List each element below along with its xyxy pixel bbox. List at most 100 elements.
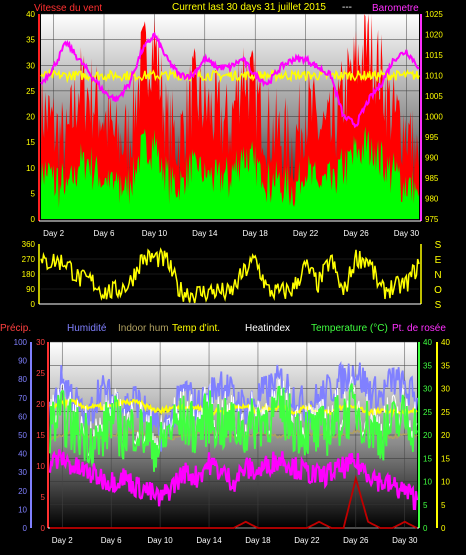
bottom-x-label: Day 18: [245, 536, 271, 545]
wind-direction-line: [40, 247, 420, 304]
mid-tick: 90: [26, 285, 35, 294]
top-dashes: ---: [342, 2, 352, 13]
bottom-x-label: Day 26: [343, 536, 369, 545]
bottom-precip-tick: 0: [41, 524, 46, 533]
bottom-precip-tick: 20: [36, 400, 45, 409]
bottom-precip-tick: 10: [36, 462, 45, 471]
legend-humidity: Humidité: [67, 323, 107, 334]
bottom-temp-tick: 25: [423, 408, 432, 417]
bottom-precip-tick: 30: [36, 338, 45, 347]
bottom-hum-tick: 10: [18, 505, 27, 514]
bottom-hum-tick: 40: [18, 450, 27, 459]
temperature-humidity-chart: 1009080706050403020100302520151050403530…: [0, 323, 450, 545]
bottom-hum-tick: 0: [23, 524, 28, 533]
bottom-temp-tick: 40: [423, 338, 432, 347]
bottom-temp-tick: 30: [423, 385, 432, 394]
bottom-hum-tick: 60: [18, 412, 27, 421]
top-x-label: Day 30: [394, 229, 420, 238]
bottom-temp-tick: 15: [423, 454, 432, 463]
top-left-tick: 15: [26, 138, 35, 147]
bottom-hum-tick: 20: [18, 487, 27, 496]
wind-gust-area: [41, 14, 419, 219]
bottom-temp-int-tick: 30: [441, 385, 450, 394]
legend-precip: Précip.: [0, 323, 31, 334]
mid-tick: 270: [22, 255, 36, 264]
bottom-temp-int-tick: 15: [441, 454, 450, 463]
bottom-x-label: Day 6: [101, 536, 122, 545]
top-left-tick: 20: [26, 113, 35, 122]
top-right-tick: 1015: [425, 51, 443, 60]
legend-dewpoint: Pt. de rosée: [392, 323, 446, 334]
barometer-ref-line: [40, 68, 420, 84]
top-right-tick: 985: [425, 174, 439, 183]
wind-avg-area: [41, 126, 419, 219]
top-x-label: Day 14: [192, 229, 218, 238]
top-right-tick: 1000: [425, 113, 443, 122]
bottom-temp-int-tick: 35: [441, 361, 450, 370]
bottom-temp-int-tick: 0: [441, 524, 446, 533]
mid-tick: 360: [22, 240, 36, 249]
legend-temp-int: Temp d'int.: [172, 323, 220, 334]
top-left-label: Vitesse du vent: [34, 3, 102, 14]
barometer-line: [40, 32, 420, 129]
top-right-tick: 1025: [425, 10, 443, 19]
compass-label: N: [434, 270, 441, 281]
mid-tick: 0: [31, 300, 36, 309]
compass-label: O: [434, 285, 442, 296]
bottom-precip-tick: 5: [41, 493, 46, 502]
top-right-tick: 975: [425, 215, 439, 224]
top-right-tick: 980: [425, 195, 439, 204]
bottom-temp-tick: 35: [423, 361, 432, 370]
bottom-hum-tick: 90: [18, 357, 27, 366]
bottom-hum-tick: 50: [18, 431, 27, 440]
bottom-precip-tick: 15: [36, 431, 45, 440]
top-left-tick: 40: [26, 10, 35, 19]
top-right-tick: 1010: [425, 72, 443, 81]
bottom-temp-tick: 10: [423, 478, 432, 487]
wind-barometer-chart: 40 35 30 25 20 15 10 5 0 1025 1020 1015 1010 1005 100…: [26, 2, 443, 238]
bottom-temp-int-tick: 40: [441, 338, 450, 347]
bottom-temp-tick: 20: [423, 431, 432, 440]
bottom-hum-tick: 100: [14, 338, 28, 347]
top-right-label: Barometre: [372, 3, 419, 14]
precip-line: [50, 474, 418, 529]
top-right-tick: 1020: [425, 31, 443, 40]
top-left-tick: 5: [31, 189, 36, 198]
bottom-x-label: Day 30: [392, 536, 418, 545]
legend-temperature: Temperature (°C): [311, 323, 388, 334]
bottom-x-label: Day 10: [147, 536, 173, 545]
dewpoint-line: [48, 449, 419, 510]
bottom-hum-tick: 70: [18, 394, 27, 403]
top-left-tick: 35: [26, 36, 35, 45]
bottom-x-label: Day 14: [196, 536, 222, 545]
top-x-label: Day 18: [243, 229, 269, 238]
top-left-tick: 30: [26, 61, 35, 70]
bottom-precip-tick: 25: [36, 369, 45, 378]
mid-tick: 180: [22, 270, 36, 279]
bottom-x-label: Day 2: [52, 536, 73, 545]
top-x-label: Day 22: [293, 229, 319, 238]
top-title: Current last 30 days 31 juillet 2015: [172, 2, 326, 13]
bottom-temp-int-tick: 20: [441, 431, 450, 440]
top-x-label: Day 10: [142, 229, 168, 238]
top-x-label: Day 6: [94, 229, 115, 238]
bottom-temp-int-tick: 10: [441, 478, 450, 487]
top-right-tick: 990: [425, 154, 439, 163]
top-right-tick: 995: [425, 133, 439, 142]
top-left-tick: 10: [26, 164, 35, 173]
legend-heatindex: Heatindex: [245, 323, 290, 334]
compass-label: S: [435, 300, 442, 311]
bottom-temp-tick: 0: [423, 524, 428, 533]
legend-indoor-hum: Indoor hum: [118, 323, 169, 334]
top-right-tick: 1005: [425, 92, 443, 101]
temperature-line: [49, 383, 418, 472]
compass-label: E: [435, 255, 442, 266]
bottom-temp-int-tick: 25: [441, 408, 450, 417]
bottom-hum-tick: 30: [18, 468, 27, 477]
bottom-hum-tick: 80: [18, 375, 27, 384]
bottom-temp-tick: 5: [423, 501, 428, 510]
top-left-tick: 25: [26, 87, 35, 96]
top-left-tick: 0: [31, 215, 36, 224]
